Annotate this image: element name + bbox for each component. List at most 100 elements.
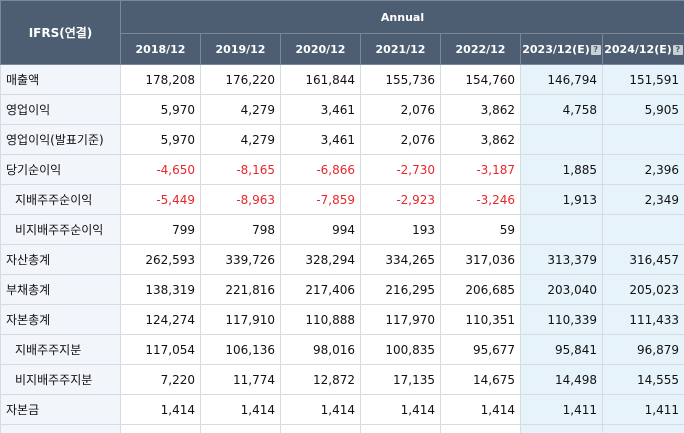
table-row: 지배주주지분 117,054 106,136 98,016 100,835 95,677 9… — [0, 334, 684, 365]
table-cell: 1,411 — [601, 394, 684, 425]
table-cell: 124,274 — [120, 304, 201, 335]
table-cell: 1,885 — [520, 154, 603, 185]
table-cell: 994 — [280, 214, 361, 245]
table-cell: -2,730 — [360, 154, 441, 185]
table-cell — [280, 424, 361, 433]
table-cell — [360, 424, 441, 433]
table-cell: 4,279 — [200, 124, 281, 155]
row-label: 지배주주지분 — [0, 334, 121, 365]
table-cell: 98,016 — [280, 334, 361, 365]
table-cell: 117,970 — [360, 304, 441, 335]
table-cell: 3,461 — [280, 94, 361, 125]
table-cell: 154,760 — [440, 64, 521, 95]
table-cell: 5,970 — [120, 94, 201, 125]
table-row: 지배주주순이익 -5,449 -8,963 -7,859 -2,923 -3,246 1,9… — [0, 184, 684, 215]
table-cell: -2,923 — [360, 184, 441, 215]
table-cell: 205,023 — [601, 274, 684, 305]
table-cell: 1,414 — [280, 394, 361, 425]
table-cell: -6,866 — [280, 154, 361, 185]
table-cell: 339,726 — [200, 244, 281, 275]
table-cell: 328,294 — [280, 244, 361, 275]
table-cell: 1,414 — [120, 394, 201, 425]
table-cell: 7,220 — [120, 364, 201, 395]
table-row: 매출액 178,208 176,220 161,844 155,736 154,760 14… — [0, 64, 684, 95]
row-label: 당기순이익 — [0, 154, 121, 185]
table-cell — [520, 214, 603, 245]
row-label: 비지배주주지분 — [0, 364, 121, 395]
table-cell: 221,816 — [200, 274, 281, 305]
table-body: 매출액 178,208 176,220 161,844 155,736 154,760 14… — [0, 64, 684, 433]
table-cell: 111,433 — [601, 304, 684, 335]
period-header: 2021/12 — [360, 33, 441, 65]
table-cell: 117,910 — [200, 304, 281, 335]
table-cell: 100,835 — [360, 334, 441, 365]
row-label: 영업이익 — [0, 94, 121, 125]
row-label: 영업이익(발표기준) — [0, 124, 121, 155]
table-cell: 4,279 — [200, 94, 281, 125]
row-label: 자산총계 — [0, 244, 121, 275]
table-cell: 59 — [440, 214, 521, 245]
table-row: 부채총계 138,319 221,816 217,406 216,295 206,685 2… — [0, 274, 684, 305]
table-cell: -8,165 — [200, 154, 281, 185]
table-cell: 3,862 — [440, 124, 521, 155]
table-cell — [520, 124, 603, 155]
table-cell: 14,675 — [440, 364, 521, 395]
table-cell: 317,036 — [440, 244, 521, 275]
period-label: 2020/12 — [295, 42, 346, 56]
table-cell: 3,862 — [440, 94, 521, 125]
table-cell: 110,888 — [280, 304, 361, 335]
table-row: 비지배주주지분 7,220 11,774 12,872 17,135 14,675 14,4… — [0, 364, 684, 395]
period-label: 2023/12(E) — [522, 42, 590, 56]
table-row: 당기순이익 -4,650 -8,165 -6,866 -2,730 -3,187 1,885… — [0, 154, 684, 185]
table-row: 비지배주주순이익 799 798 994 193 59 — [0, 214, 684, 245]
table-row: 영업이익(발표기준) 5,970 4,279 3,461 2,076 3,862 — [0, 124, 684, 155]
table-row — [0, 424, 684, 433]
question-icon[interactable]: ? — [672, 44, 683, 55]
table-cell: 193 — [360, 214, 441, 245]
table-cell: 3,461 — [280, 124, 361, 155]
table-cell: 2,396 — [601, 154, 684, 185]
question-icon[interactable]: ? — [590, 44, 601, 55]
table-cell — [200, 424, 281, 433]
period-header: 2019/12 — [200, 33, 281, 65]
period-header: 2022/12 — [440, 33, 521, 65]
table-cell: 313,379 — [520, 244, 603, 275]
table-row: 자산총계 262,593 339,726 328,294 334,265 317,036 3… — [0, 244, 684, 275]
period-header-row: 2018/12 2019/12 2020/12 2021/12 2022/12 2023/… — [1, 33, 684, 65]
table-cell: 138,319 — [120, 274, 201, 305]
table-cell: 1,414 — [440, 394, 521, 425]
table-cell: 17,135 — [360, 364, 441, 395]
table-cell: -5,449 — [120, 184, 201, 215]
table-cell: 334,265 — [360, 244, 441, 275]
row-label: 자본금 — [0, 394, 121, 425]
period-header: 2020/12 — [280, 33, 361, 65]
table-cell: 14,555 — [601, 364, 684, 395]
row-label: 비지배주주순이익 — [0, 214, 121, 245]
period-label: 2019/12 — [215, 42, 266, 56]
table-cell: -7,859 — [280, 184, 361, 215]
table-cell: 216,295 — [360, 274, 441, 305]
table-cell — [601, 424, 684, 433]
period-header: 2024/12(E)? — [601, 33, 684, 65]
table-cell: 206,685 — [440, 274, 521, 305]
row-label: 매출액 — [0, 64, 121, 95]
period-header: 2023/12(E)? — [520, 33, 603, 65]
table-cell: 799 — [120, 214, 201, 245]
row-label — [0, 424, 121, 433]
table-cell: 178,208 — [120, 64, 201, 95]
row-label: 자본총계 — [0, 304, 121, 335]
table-row: 자본총계 124,274 117,910 110,888 117,970 110,351 1… — [0, 304, 684, 335]
table-row: 영업이익 5,970 4,279 3,461 2,076 3,862 4,758 5,905 — [0, 94, 684, 125]
table-cell: 1,414 — [200, 394, 281, 425]
period-header: 2018/12 — [120, 33, 201, 65]
table-cell: 117,054 — [120, 334, 201, 365]
row-label: 지배주주순이익 — [0, 184, 121, 215]
table-cell: 161,844 — [280, 64, 361, 95]
table-cell: 217,406 — [280, 274, 361, 305]
table-cell: 5,970 — [120, 124, 201, 155]
table-cell: 110,351 — [440, 304, 521, 335]
row-label: 부채총계 — [0, 274, 121, 305]
table-cell: 203,040 — [520, 274, 603, 305]
table-cell: 2,076 — [360, 124, 441, 155]
